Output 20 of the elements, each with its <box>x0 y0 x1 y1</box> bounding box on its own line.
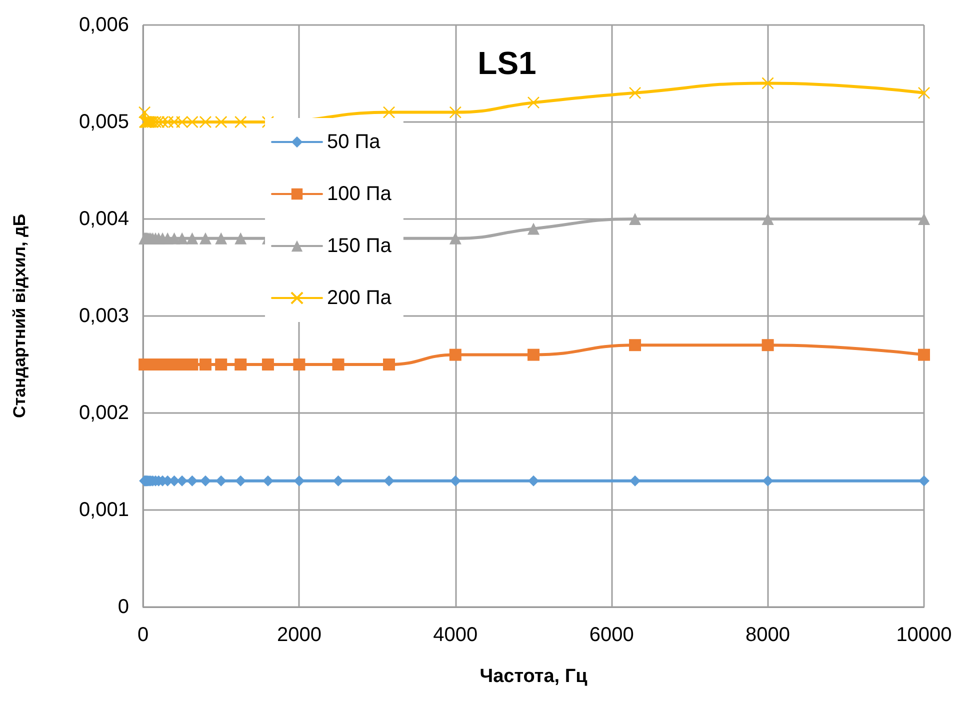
x-tick-label: 8000 <box>746 624 790 646</box>
y-tick-label: 0,003 <box>78 305 129 327</box>
x-tick-label: 10000 <box>896 624 952 646</box>
y-axis-title: Стандартний відхил, дБ <box>10 214 29 418</box>
y-tick-label: 0 <box>118 596 129 618</box>
x-axis-title: Частота, Гц <box>480 666 588 687</box>
x-tick-label: 0 <box>137 624 149 646</box>
text: LS1 <box>478 45 536 81</box>
legend-label: 100 Па <box>327 183 392 205</box>
y-tick-label: 0,006 <box>78 14 129 36</box>
y-tick-label: 0,001 <box>78 499 129 521</box>
legend-label: 150 Па <box>327 235 392 257</box>
x-tick-label: 6000 <box>589 624 634 646</box>
y-tick-label: 0,002 <box>78 402 129 424</box>
legend-label: 200 Па <box>327 287 392 309</box>
y-tick-label: 0,005 <box>78 111 129 133</box>
y-tick-label: 0,004 <box>78 208 129 230</box>
x-tick-label: 4000 <box>433 624 478 646</box>
x-tick-label: 2000 <box>276 624 322 646</box>
legend-label: 50 Па <box>327 131 382 153</box>
